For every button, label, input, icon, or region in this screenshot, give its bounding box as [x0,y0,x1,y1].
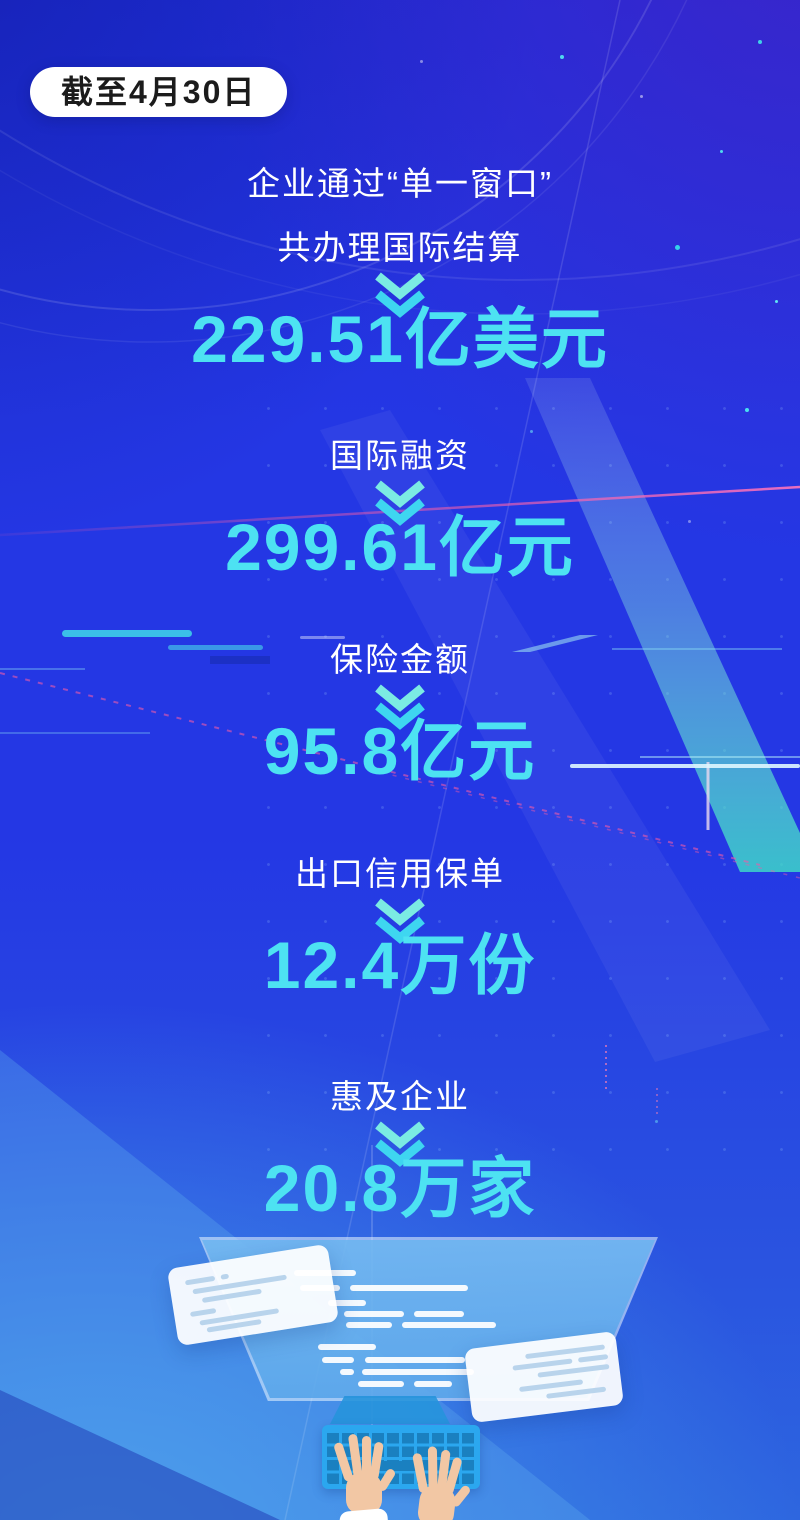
stat-label-line: 企业通过“单一窗口” [247,165,553,202]
double-chevron-down-icon [375,480,425,526]
stat-value: 20.8万家 [263,1151,537,1225]
stat-value: 299.61亿元 [225,510,575,584]
stat-section-insurance-amount: 保险金额 95.8亿元 [0,640,800,786]
finger [362,1436,371,1480]
stat-section-export-credit-policies: 出口信用保单 12.4万份 [0,854,800,1000]
screen-text-line [322,1357,354,1363]
stat-value: 229.51亿美元 [191,302,609,376]
double-chevron-down-icon [375,684,425,730]
particle-dot [655,1120,658,1123]
screen-text-line [414,1311,464,1317]
particle-dot [420,60,423,63]
particle-dot [330,1180,333,1183]
card-text-line [189,1308,217,1318]
stat-label-line: 惠及企业 [330,1078,470,1115]
date-badge-label: 截至4月30日 [61,74,257,110]
left-hand-illustration [333,1433,404,1520]
particle-dot [675,245,680,250]
card-text-line [220,1273,230,1280]
screen-text-line [414,1381,452,1387]
stat-section-international-settlement: 企业通过“单一窗口” 共办理国际结算 229.51亿美元 [0,164,800,374]
screen-text-line [318,1344,376,1350]
stat-section-international-financing: 国际融资 299.61亿元 [0,436,800,582]
card-text-line [546,1386,607,1399]
screen-text-line [344,1311,404,1317]
particle-dot [560,55,564,59]
stat-value: 95.8亿元 [263,714,537,788]
date-badge: 截至4月30日 [30,67,288,117]
particle-dot [688,520,691,523]
particle-dot [530,430,533,433]
double-chevron-down-icon [375,272,425,318]
screen-text-line [402,1322,496,1328]
screen-text-line [358,1381,404,1387]
screen-text-line [350,1285,468,1291]
particle-dot [600,330,603,333]
particle-dot [720,150,723,153]
particle-dot [758,40,762,44]
particle-dot [745,408,749,412]
double-chevron-down-icon [375,1121,425,1167]
particle-dot [640,95,643,98]
stat-label-line: 保险金额 [330,641,470,678]
monitor-stand [330,1396,450,1424]
screen-text-line [362,1369,474,1375]
shirt-cuff [338,1507,390,1520]
screen-text-line [346,1322,392,1328]
card-text-line [184,1275,216,1286]
card-text-line [577,1354,609,1363]
stat-label-line: 出口信用保单 [295,855,505,892]
stat-section-benefited-enterprises: 惠及企业 20.8万家 [0,1077,800,1223]
keyboard-spacebar [377,1461,425,1471]
double-chevron-down-icon [375,898,425,944]
palm [346,1472,382,1514]
stat-label-line: 共办理国际结算 [277,229,523,266]
screen-text-line [328,1300,366,1306]
particle-dot [775,300,778,303]
screen-text-line [340,1369,354,1375]
stat-value: 12.4万份 [263,928,537,1002]
screen-text-line [365,1357,465,1363]
right-hand-illustration [403,1446,483,1520]
stat-label-line: 国际融资 [330,437,470,474]
